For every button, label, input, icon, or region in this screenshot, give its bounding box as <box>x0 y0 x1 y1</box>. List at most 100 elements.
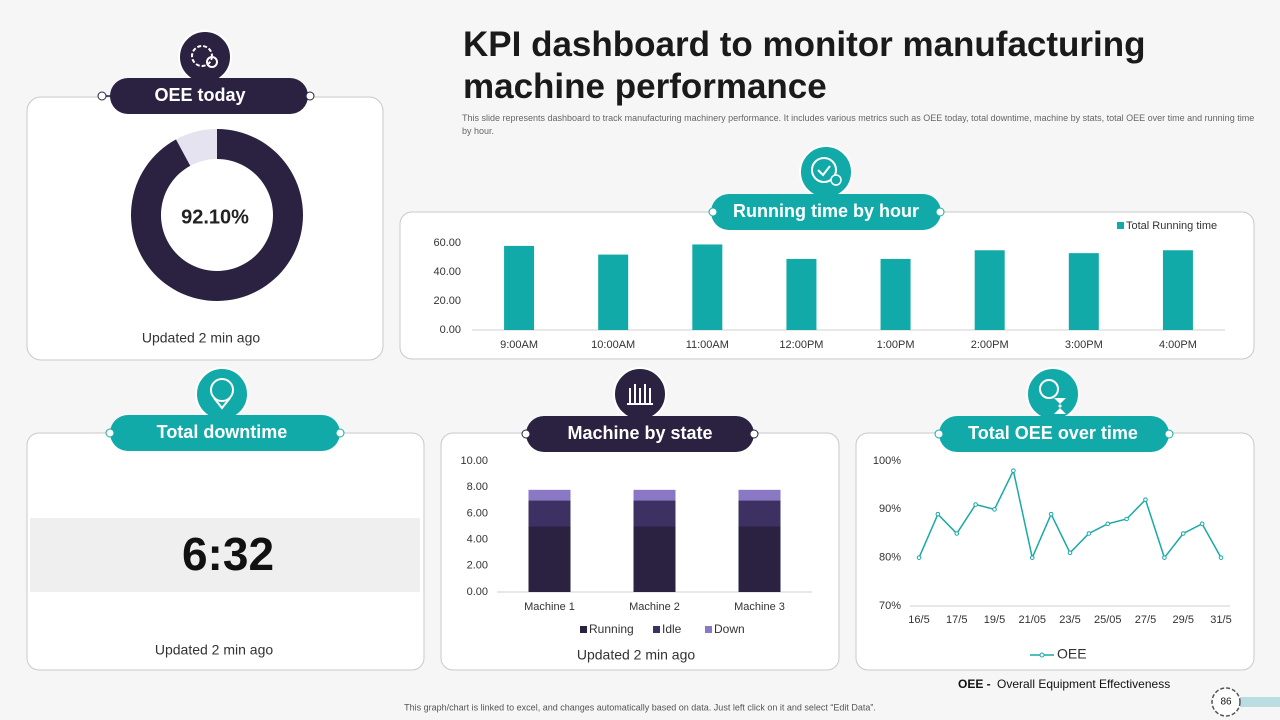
y-tick-label: 90% <box>879 503 901 515</box>
bar <box>692 244 723 330</box>
x-tick-label: 29/5 <box>1173 614 1194 626</box>
x-tick-label: 25/05 <box>1094 614 1122 626</box>
pill-header: Machine by state <box>521 416 759 452</box>
oee-term: OEE - <box>958 677 991 691</box>
y-tick-label: 8.00 <box>467 481 488 493</box>
point <box>1143 497 1148 502</box>
x-tick-label: 1:00PM <box>877 339 915 351</box>
point <box>1029 555 1035 560</box>
bar-segment <box>528 526 571 592</box>
legend-label: Total Running time <box>1126 220 1217 232</box>
page-badge <box>1211 687 1241 717</box>
page-description: This slide represents dashboard to track… <box>462 113 1255 136</box>
x-tick-label: 17/5 <box>946 614 967 626</box>
y-tick-label: 10.00 <box>460 455 488 467</box>
x-tick-label: 23/5 <box>1059 614 1080 626</box>
x-tick-label: 2:00PM <box>971 339 1009 351</box>
point <box>1218 555 1224 560</box>
point <box>1105 521 1111 527</box>
page-number: 86 <box>1220 697 1232 708</box>
bar <box>1162 250 1193 330</box>
icon <box>613 367 667 421</box>
bar-segment <box>528 489 571 501</box>
updated-note: Updated 2 min ago <box>155 642 274 658</box>
x-tick-label: 31/5 <box>1210 614 1231 626</box>
bar-segment <box>738 526 781 592</box>
point <box>1199 521 1205 527</box>
point <box>1124 516 1129 522</box>
panel-title: Machine by state <box>567 423 712 443</box>
legend-point <box>1039 652 1045 658</box>
point <box>1067 550 1073 556</box>
icon <box>195 367 249 421</box>
bar <box>786 258 817 330</box>
x-tick-label: Machine 3 <box>734 601 785 613</box>
point <box>1180 531 1186 536</box>
donut-slice <box>131 129 304 301</box>
legend-label: OEE <box>1057 646 1087 662</box>
updated-note: Updated 2 min ago <box>577 647 696 663</box>
panel <box>855 432 1255 671</box>
center-label: 92.10% <box>181 206 249 228</box>
point <box>935 511 941 517</box>
x-tick-label: 12:00PM <box>779 339 823 351</box>
bar <box>974 250 1005 330</box>
x-tick-label: Machine 2 <box>629 601 680 613</box>
icon <box>799 145 853 199</box>
legend-swatch <box>653 626 660 633</box>
bar-segment <box>528 500 571 527</box>
y-tick-label: 20.00 <box>433 295 461 307</box>
y-tick-label: 100% <box>873 455 901 467</box>
x-tick-label: 27/5 <box>1135 614 1156 626</box>
icon <box>178 30 232 84</box>
y-tick-label: 0.00 <box>440 324 461 336</box>
x-tick-label: 3:00PM <box>1065 339 1103 351</box>
x-tick-label: Machine 1 <box>524 601 575 613</box>
page-bar <box>1240 697 1280 707</box>
bar-segment <box>633 500 676 527</box>
point <box>954 531 960 536</box>
point <box>1086 531 1092 536</box>
x-tick-label: 21/05 <box>1018 614 1046 626</box>
point <box>1162 555 1167 560</box>
bar <box>504 245 535 330</box>
y-tick-label: 60.00 <box>433 237 461 249</box>
y-tick-label: 40.00 <box>433 266 461 278</box>
bar <box>1068 253 1099 330</box>
icon <box>1026 367 1080 421</box>
panel-title: Total OEE over time <box>968 423 1138 443</box>
x-tick-label: 16/5 <box>908 614 929 626</box>
legend-label: Running <box>589 622 634 636</box>
bar-segment <box>738 500 781 527</box>
bar <box>598 254 629 330</box>
point <box>916 555 922 560</box>
y-tick-label: 4.00 <box>467 534 488 546</box>
bar <box>880 258 911 330</box>
panel-title: Running time by hour <box>733 201 919 221</box>
footer-note: This graph/chart is linked to excel, and… <box>404 702 876 712</box>
oee-text: Overall Equipment Effectiveness <box>997 677 1170 691</box>
bar-segment <box>633 526 676 592</box>
x-tick-label: 10:00AM <box>591 339 635 351</box>
highlight-band <box>30 518 420 592</box>
y-tick-label: 2.00 <box>467 560 488 572</box>
x-tick-label: 11:00AM <box>686 339 729 351</box>
legend-swatch <box>580 626 587 633</box>
y-tick-label: 6.00 <box>467 507 488 519</box>
point <box>973 502 978 507</box>
panel-title: Total downtime <box>157 422 288 442</box>
downtime-value: 6:32 <box>182 528 274 580</box>
point <box>992 507 997 512</box>
pill-header: Running time by hour <box>708 194 945 230</box>
point <box>1011 468 1016 473</box>
y-tick-label: 0.00 <box>467 586 488 598</box>
panel-title: OEE today <box>154 85 245 105</box>
y-tick-label: 80% <box>879 552 901 564</box>
bar-segment <box>633 489 676 501</box>
point <box>1048 511 1054 517</box>
pill-header: Total downtime <box>105 415 345 451</box>
donut-slice <box>176 129 217 166</box>
x-tick-label: 9:00AM <box>500 339 538 351</box>
